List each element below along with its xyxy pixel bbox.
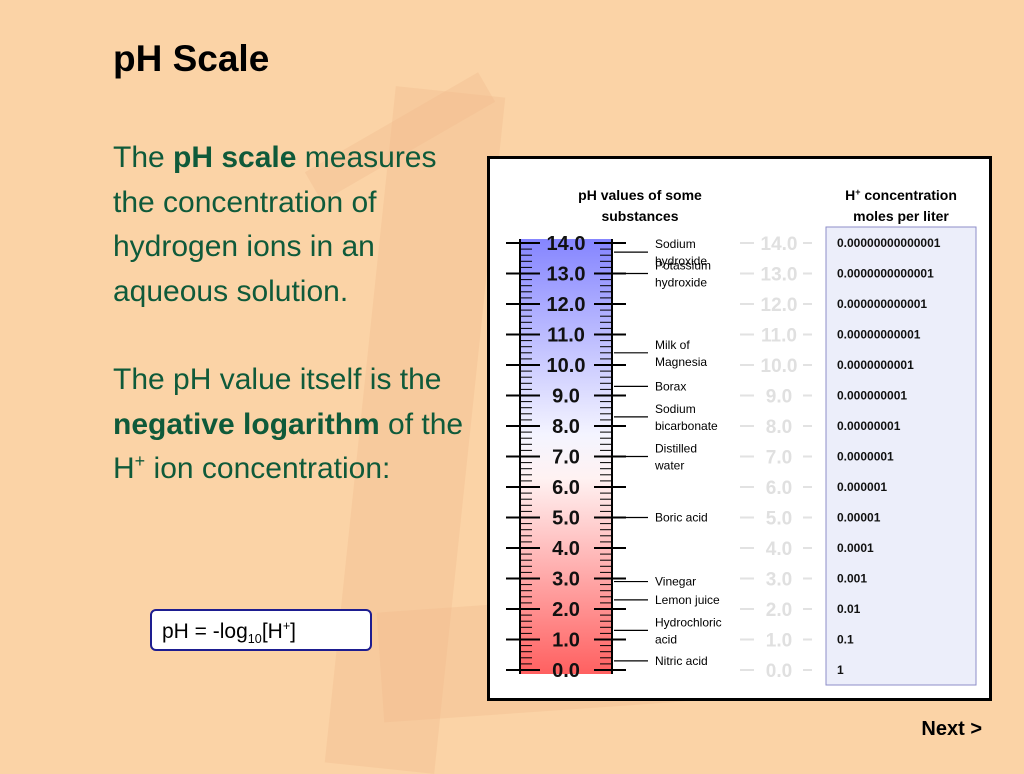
faded-ph-label: 8.0 [766, 417, 792, 438]
faded-ph-label: 14.0 [761, 234, 798, 255]
ph-scale-label: 6.0 [552, 477, 580, 499]
h-concentration-value: 0.000000000001 [837, 297, 927, 311]
substance-label: Boric acid [655, 511, 708, 525]
h-concentration-value: 0.1 [837, 633, 854, 647]
ph-scale-label: 1.0 [552, 630, 580, 652]
h-concentration-value: 0.000000001 [837, 389, 907, 403]
substance-label: hydroxide [655, 254, 707, 268]
ph-scale-label: 2.0 [552, 599, 580, 621]
h-concentration-value: 0.00000000000001 [837, 236, 941, 250]
substance-label: Distilled [655, 442, 697, 456]
faded-ph-label: 13.0 [761, 265, 798, 286]
faded-ph-label: 3.0 [766, 570, 792, 591]
substance-label: Potassium [655, 259, 711, 273]
substance-label: Milk of [655, 338, 690, 352]
substance-label: Sodium [655, 402, 696, 416]
h-concentration-value: 0.0000000000001 [837, 267, 934, 281]
h-concentration-value: 0.00000000001 [837, 328, 921, 342]
definition-paragraph: The pH scale measures the concentration … [113, 141, 437, 308]
concentration-panel [825, 226, 977, 686]
ph-scale-figure: pH values of some substances H+ concentrat… [487, 156, 992, 701]
h-concentration-value: 0.0001 [837, 541, 874, 555]
substance-label: Borax [655, 379, 686, 393]
h-concentration-value: 0.000001 [837, 480, 887, 494]
h-concentration-value: 0.01 [837, 602, 861, 616]
ph-scale-chart: pH values of some substances H+ concentrat… [506, 187, 977, 686]
ph-scale-label: 9.0 [552, 386, 580, 408]
substance-label: Nitric acid [655, 654, 708, 668]
faded-ph-label: 4.0 [766, 539, 792, 560]
h-concentration-value: 1 [837, 663, 844, 677]
ph-scale-label: 11.0 [547, 325, 585, 347]
faded-ph-label: 0.0 [766, 661, 792, 682]
ph-scale-label: 5.0 [552, 508, 580, 530]
ph-scale-label: 12.0 [547, 294, 586, 316]
left-header-line-1: pH values of some [578, 187, 702, 203]
substance-label: bicarbonate [655, 419, 718, 433]
substance-label: water [654, 459, 684, 473]
substance-label: acid [655, 632, 677, 646]
ph-scale-label: 3.0 [552, 569, 580, 591]
ph-scale-label: 0.0 [552, 660, 580, 682]
faded-ph-label: 10.0 [761, 356, 798, 377]
ph-formula-box: pH = -log10[H+] [150, 609, 372, 651]
faded-ph-label: 9.0 [766, 387, 792, 408]
right-header-line-2: moles per liter [853, 208, 949, 224]
faded-ph-label: 2.0 [766, 600, 792, 621]
h-concentration-value: 0.0000000001 [837, 358, 914, 372]
faded-ph-label: 5.0 [766, 509, 792, 530]
slide-title: pH Scale [113, 38, 270, 79]
right-header-line-1: H+ concentration [845, 187, 957, 203]
substance-label: Sodium [655, 237, 696, 251]
ph-scale-label: 10.0 [547, 355, 586, 377]
faded-ph-label: 1.0 [766, 631, 792, 652]
ph-scale-label: 4.0 [552, 538, 580, 560]
faded-ph-label: 11.0 [761, 326, 797, 347]
ph-scale-label: 8.0 [552, 416, 580, 438]
h-concentration-value: 0.0000001 [837, 450, 894, 464]
h-concentration-value: 0.00001 [837, 511, 881, 525]
ph-scale-label: 14.0 [547, 233, 586, 255]
slide-body: The pH scale measures the concentration … [113, 136, 473, 492]
h-concentration-value: 0.00000001 [837, 419, 901, 433]
next-button[interactable]: Next > [921, 718, 982, 740]
substance-label: Vinegar [655, 575, 696, 589]
logarithm-paragraph: The pH value itself is the negative loga… [113, 363, 464, 485]
substance-label: Hydrochloric [655, 615, 722, 629]
substance-label: Magnesia [655, 355, 707, 369]
left-header-line-2: substances [601, 208, 678, 224]
substance-label: hydroxide [655, 276, 707, 290]
ph-scale-label: 7.0 [552, 447, 580, 469]
substance-label: Lemon juice [655, 593, 720, 607]
faded-ph-label: 7.0 [766, 448, 792, 469]
faded-ph-label: 6.0 [766, 478, 792, 499]
h-concentration-value: 0.001 [837, 572, 867, 586]
faded-ph-label: 12.0 [761, 295, 798, 316]
ph-scale-label: 13.0 [547, 264, 586, 286]
